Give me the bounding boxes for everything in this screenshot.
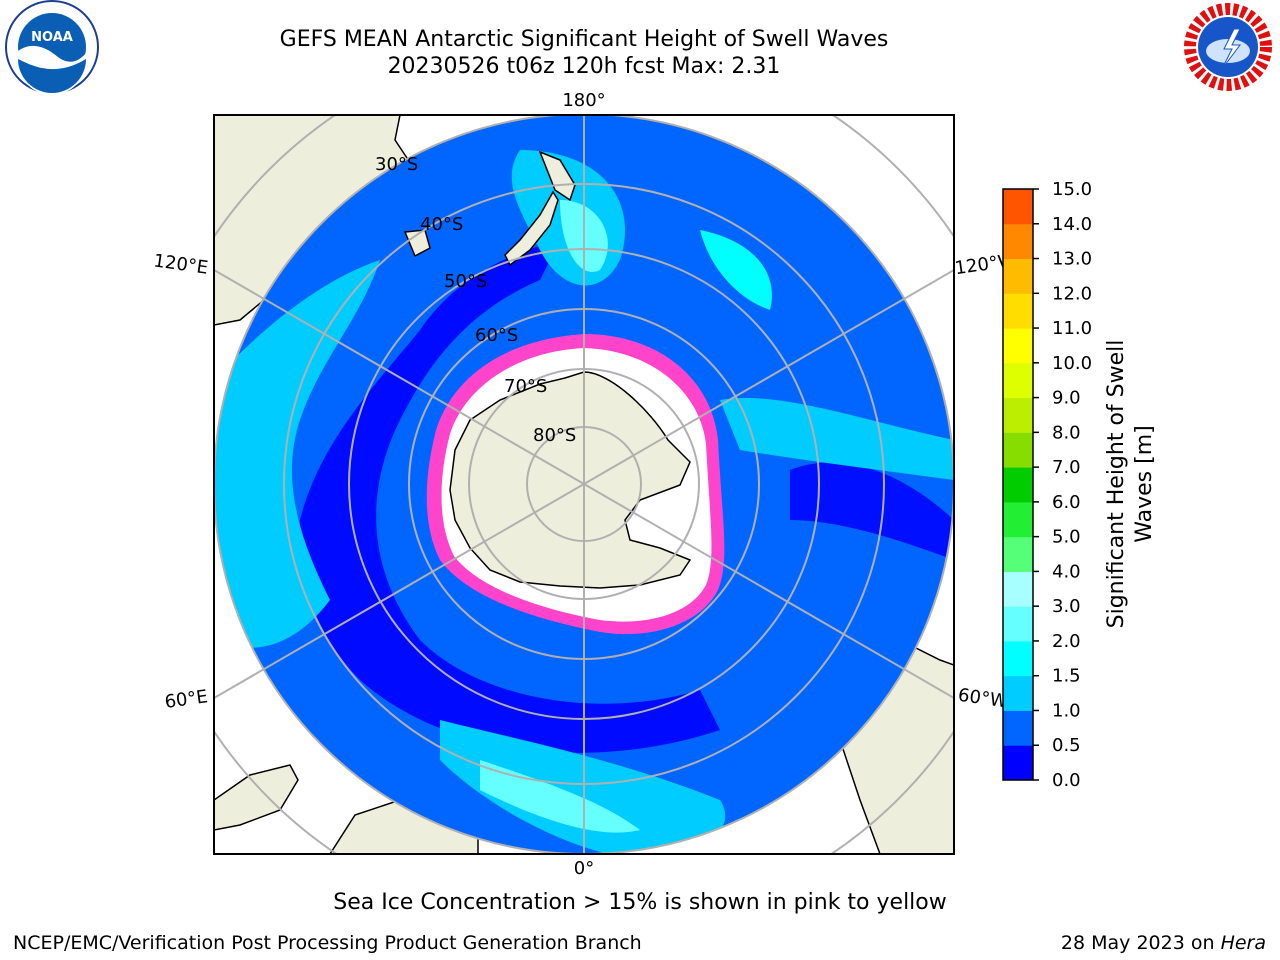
colorbar-segment xyxy=(1003,710,1033,746)
land-madagascar xyxy=(214,764,299,831)
lon-label-60e: 60°E xyxy=(163,686,209,713)
colorbar-segment xyxy=(1003,675,1033,711)
colorbar-segment xyxy=(1003,432,1033,468)
colorbar-segment xyxy=(1003,223,1033,260)
nws-logo xyxy=(1182,1,1274,93)
swell-high-patch-3 xyxy=(700,230,772,310)
land-antarctica xyxy=(449,371,692,589)
swell-low-band-2 xyxy=(790,462,954,560)
lat-label-80s: 80°S xyxy=(533,425,576,446)
map-area: 30°S 40°S 50°S 60°S 70°S 80°S xyxy=(214,115,954,854)
colorbar-segment xyxy=(1003,745,1033,781)
lat-label-50s: 50°S xyxy=(444,271,487,292)
footer-date-text: 28 May 2023 on xyxy=(1060,932,1221,954)
colorbar-tick-label: 3.0 xyxy=(1052,596,1081,617)
swell-mid-band-3 xyxy=(440,720,726,854)
colorbar-tick-label: 7.0 xyxy=(1052,457,1081,478)
sea-ice-note: Sea Ice Concentration > 15% is shown in … xyxy=(333,890,947,915)
swell-low-band-1 xyxy=(299,240,720,753)
colorbar-segment xyxy=(1003,362,1033,399)
footer-date: 28 May 2023 on Hera xyxy=(1061,932,1266,954)
lat-label-60s: 60°S xyxy=(475,325,518,346)
chart-title: GEFS MEAN Antarctic Significant Height o… xyxy=(279,27,889,52)
colorbar-segment xyxy=(1003,293,1033,329)
noaa-logo-text: NOAA xyxy=(31,30,73,45)
colorbar-tick-label: 13.0 xyxy=(1052,249,1092,270)
colorbar-tick-label: 0.5 xyxy=(1052,735,1081,756)
colorbar-tick-label: 8.0 xyxy=(1052,422,1081,443)
colorbar-tick-label: 10.0 xyxy=(1052,353,1092,374)
land-tasmania xyxy=(403,229,431,258)
colorbar-segment xyxy=(1003,189,1033,225)
colorbar-tick-label: 1.5 xyxy=(1052,666,1081,687)
colorbar-tick-label: 12.0 xyxy=(1052,283,1092,304)
colorbar-segment xyxy=(1003,501,1033,538)
colorbar-tick-label: 9.0 xyxy=(1052,388,1081,409)
swell-high-patch-2 xyxy=(480,760,640,833)
chart-subtitle: 20230526 t06z 120h fcst Max: 2.31 xyxy=(387,54,781,79)
noaa-logo: NOAA xyxy=(5,0,99,95)
swell-mid-band-1 xyxy=(214,260,380,648)
lon-label-0: 0° xyxy=(574,858,594,879)
colorbar-title-line2: Waves [m] xyxy=(1132,425,1157,542)
lat-label-40s: 40°S xyxy=(420,214,463,235)
map-frame xyxy=(213,114,955,855)
lon-label-180: 180° xyxy=(562,90,605,111)
lon-label-60w: 60°W xyxy=(957,685,1009,713)
colorbar-segment xyxy=(1003,606,1033,642)
lat-label-30s: 30°S xyxy=(375,154,418,175)
colorbar-segment xyxy=(1003,258,1033,294)
lon-label-120e: 120°E xyxy=(152,250,209,278)
colorbar-title-line1: Significant Height of Swell xyxy=(1104,340,1129,629)
colorbar-tick-label: 15.0 xyxy=(1052,179,1092,200)
colorbar-segment xyxy=(1003,397,1033,433)
footer-credit: NCEP/EMC/Verification Post Processing Pr… xyxy=(13,932,642,954)
colorbar-tick-label: 5.0 xyxy=(1052,527,1081,548)
colorbar-tick-label: 6.0 xyxy=(1052,492,1081,513)
colorbar-tick-label: 11.0 xyxy=(1052,318,1092,339)
colorbar-tick-label: 1.0 xyxy=(1052,700,1081,721)
colorbar-tick-label: 4.0 xyxy=(1052,561,1081,582)
colorbar-segment xyxy=(1003,571,1033,607)
colorbar-tick-label: 2.0 xyxy=(1052,631,1081,652)
land-new-zealand-north xyxy=(538,150,576,202)
graticule xyxy=(214,115,954,854)
colorbar: 0.0 0.5 1.0 1.5 2.0 3.0 4.0 5.0 6.0 7.0 8.0 9.0 10.0… xyxy=(1003,179,1092,791)
colorbar-segment xyxy=(1003,536,1033,572)
colorbar-segment xyxy=(1003,328,1033,364)
colorbar-segment xyxy=(1003,640,1033,677)
colorbar-segment xyxy=(1003,467,1033,503)
colorbar-frame xyxy=(1002,188,1034,781)
footer-host: Hera xyxy=(1220,932,1266,954)
swell-mid-band-4 xyxy=(720,398,954,480)
land-new-zealand-south xyxy=(504,190,559,267)
colorbar-tick-label: 14.0 xyxy=(1052,214,1092,235)
colorbar-tick-label: 0.0 xyxy=(1052,770,1081,791)
lat-label-70s: 70°S xyxy=(504,376,547,397)
